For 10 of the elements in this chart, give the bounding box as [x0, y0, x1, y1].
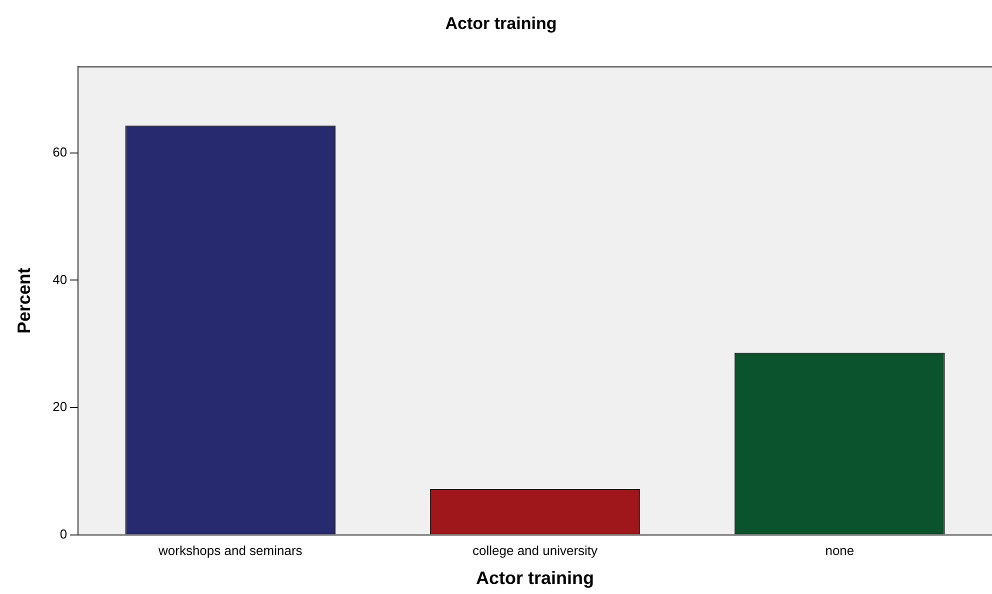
y-tick-label: 60: [52, 144, 68, 160]
x-tick-label: college and university: [472, 543, 598, 558]
x-tick-label: none: [825, 543, 854, 558]
chart-title: Actor training: [445, 14, 557, 33]
x-tick-label: workshops and seminars: [157, 543, 303, 558]
y-tick-label: 0: [60, 526, 68, 542]
y-axis-title: Percent: [14, 268, 34, 334]
y-tick-label: 20: [52, 399, 68, 414]
x-axis-title: Actor training: [476, 568, 594, 588]
y-tick-label: 40: [52, 272, 68, 287]
